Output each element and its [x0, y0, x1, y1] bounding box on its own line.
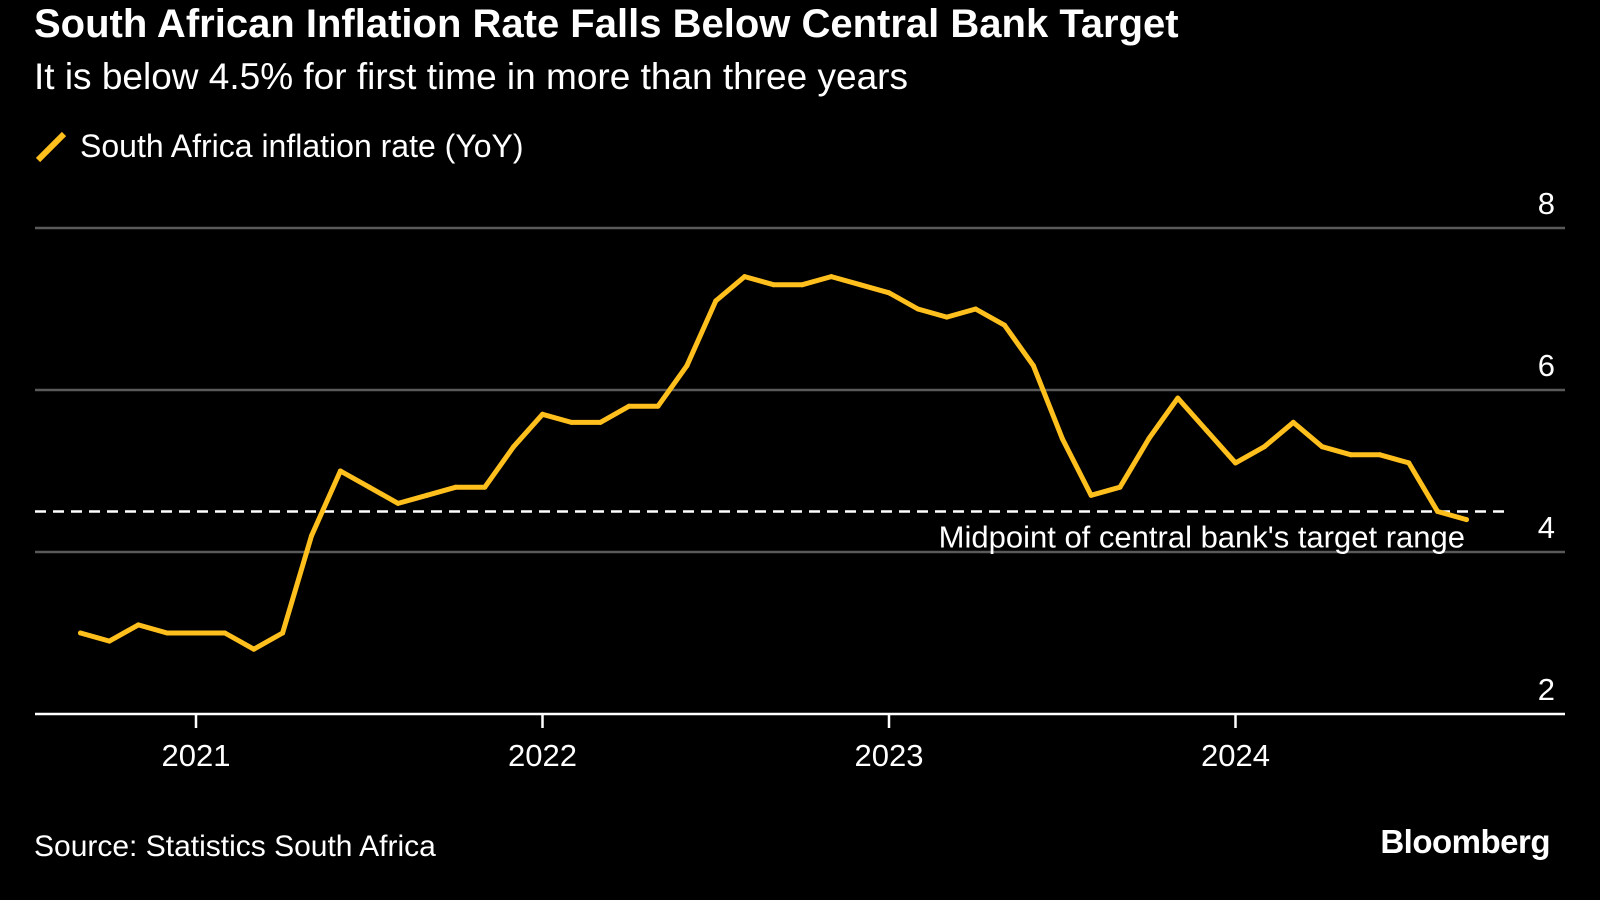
data-point-2023-04 — [973, 306, 979, 312]
x-tick-label-2021: 2021 — [162, 738, 231, 773]
data-point-2023-07 — [1059, 436, 1065, 442]
target-midpoint-label: Midpoint of central bank's target range — [939, 520, 1465, 555]
y-tick-label-4: 4 — [1538, 510, 1555, 545]
data-point-2022-09 — [771, 282, 776, 288]
series-layer — [78, 274, 1469, 652]
data-point-2022-02 — [568, 419, 574, 425]
data-point-2022-12 — [857, 282, 863, 288]
data-point-2021-11 — [482, 484, 488, 490]
y-tick-label-8: 8 — [1538, 186, 1555, 221]
data-point-2022-04 — [626, 403, 632, 409]
data-point-2023-03 — [944, 314, 950, 320]
data-point-2022-08 — [742, 274, 748, 280]
source-note: Source: Statistics South Africa — [34, 830, 436, 863]
data-point-2020-10 — [106, 638, 112, 644]
x-tick-label-2023: 2023 — [855, 738, 924, 773]
data-point-2022-03 — [597, 419, 603, 425]
data-point-2024-02 — [1261, 444, 1267, 450]
data-point-2023-06 — [1030, 363, 1036, 369]
x-tick-label-2024: 2024 — [1201, 738, 1270, 773]
data-point-2024-03 — [1290, 419, 1296, 425]
data-point-2022-01 — [540, 411, 545, 417]
data-point-2021-12 — [511, 444, 517, 450]
data-point-2024-06 — [1377, 452, 1383, 458]
data-point-2022-10 — [799, 282, 805, 288]
data-point-2024-09 — [1464, 517, 1469, 523]
chart-legend: South Africa inflation rate (YoY) — [34, 128, 524, 165]
data-point-2024-01 — [1233, 460, 1238, 466]
data-point-2021-06 — [337, 468, 343, 474]
tick-labels: 2 4 6 8 2021 2022 2023 2024 — [162, 186, 1555, 773]
data-point-2021-02 — [222, 630, 228, 636]
data-point-2022-05 — [655, 403, 661, 409]
data-point-2023-09 — [1117, 484, 1123, 490]
data-point-2022-06 — [684, 363, 690, 369]
series-line-inflation-rate — [78, 274, 1469, 652]
legend-line-icon — [35, 131, 67, 162]
data-point-2024-05 — [1348, 452, 1354, 458]
data-point-2022-07 — [713, 298, 719, 304]
data-point-2024-08 — [1435, 509, 1441, 514]
data-point-2024-04 — [1319, 444, 1325, 450]
data-point-2023-08 — [1088, 492, 1094, 498]
data-point-2023-05 — [1002, 322, 1007, 328]
y-tick-label-2: 2 — [1538, 672, 1555, 707]
data-point-2021-07 — [366, 484, 372, 490]
data-point-2023-12 — [1204, 428, 1210, 433]
data-point-2021-04 — [280, 630, 286, 636]
data-point-2023-11 — [1175, 395, 1181, 401]
data-point-2021-08 — [395, 500, 401, 506]
x-axis — [35, 712, 1565, 728]
data-point-2021-09 — [424, 492, 430, 498]
data-point-2021-10 — [453, 484, 459, 490]
data-point-2020-12 — [164, 630, 170, 636]
data-point-2023-01 — [886, 290, 892, 296]
legend-label: South Africa inflation rate (YoY) — [80, 128, 524, 164]
chart-title: South African Inflation Rate Falls Below… — [34, 2, 1179, 46]
target-reference: Midpoint of central bank's target range — [35, 510, 1510, 555]
data-point-2020-11 — [135, 622, 141, 628]
data-point-2021-03 — [251, 646, 257, 652]
data-point-2020-09 — [78, 630, 83, 636]
data-point-2024-07 — [1406, 460, 1412, 466]
chart-subtitle: It is below 4.5% for first time in more … — [34, 56, 908, 97]
data-point-2023-02 — [915, 306, 921, 312]
y-tick-label-6: 6 — [1538, 348, 1555, 383]
data-point-2022-11 — [828, 274, 834, 280]
bloomberg-logo: Bloomberg — [1380, 823, 1550, 860]
data-point-2021-05 — [309, 533, 314, 539]
data-point-2021-01 — [193, 630, 199, 636]
x-tick-label-2022: 2022 — [508, 738, 577, 773]
gridlines — [35, 226, 1565, 554]
data-point-2023-10 — [1146, 436, 1152, 442]
